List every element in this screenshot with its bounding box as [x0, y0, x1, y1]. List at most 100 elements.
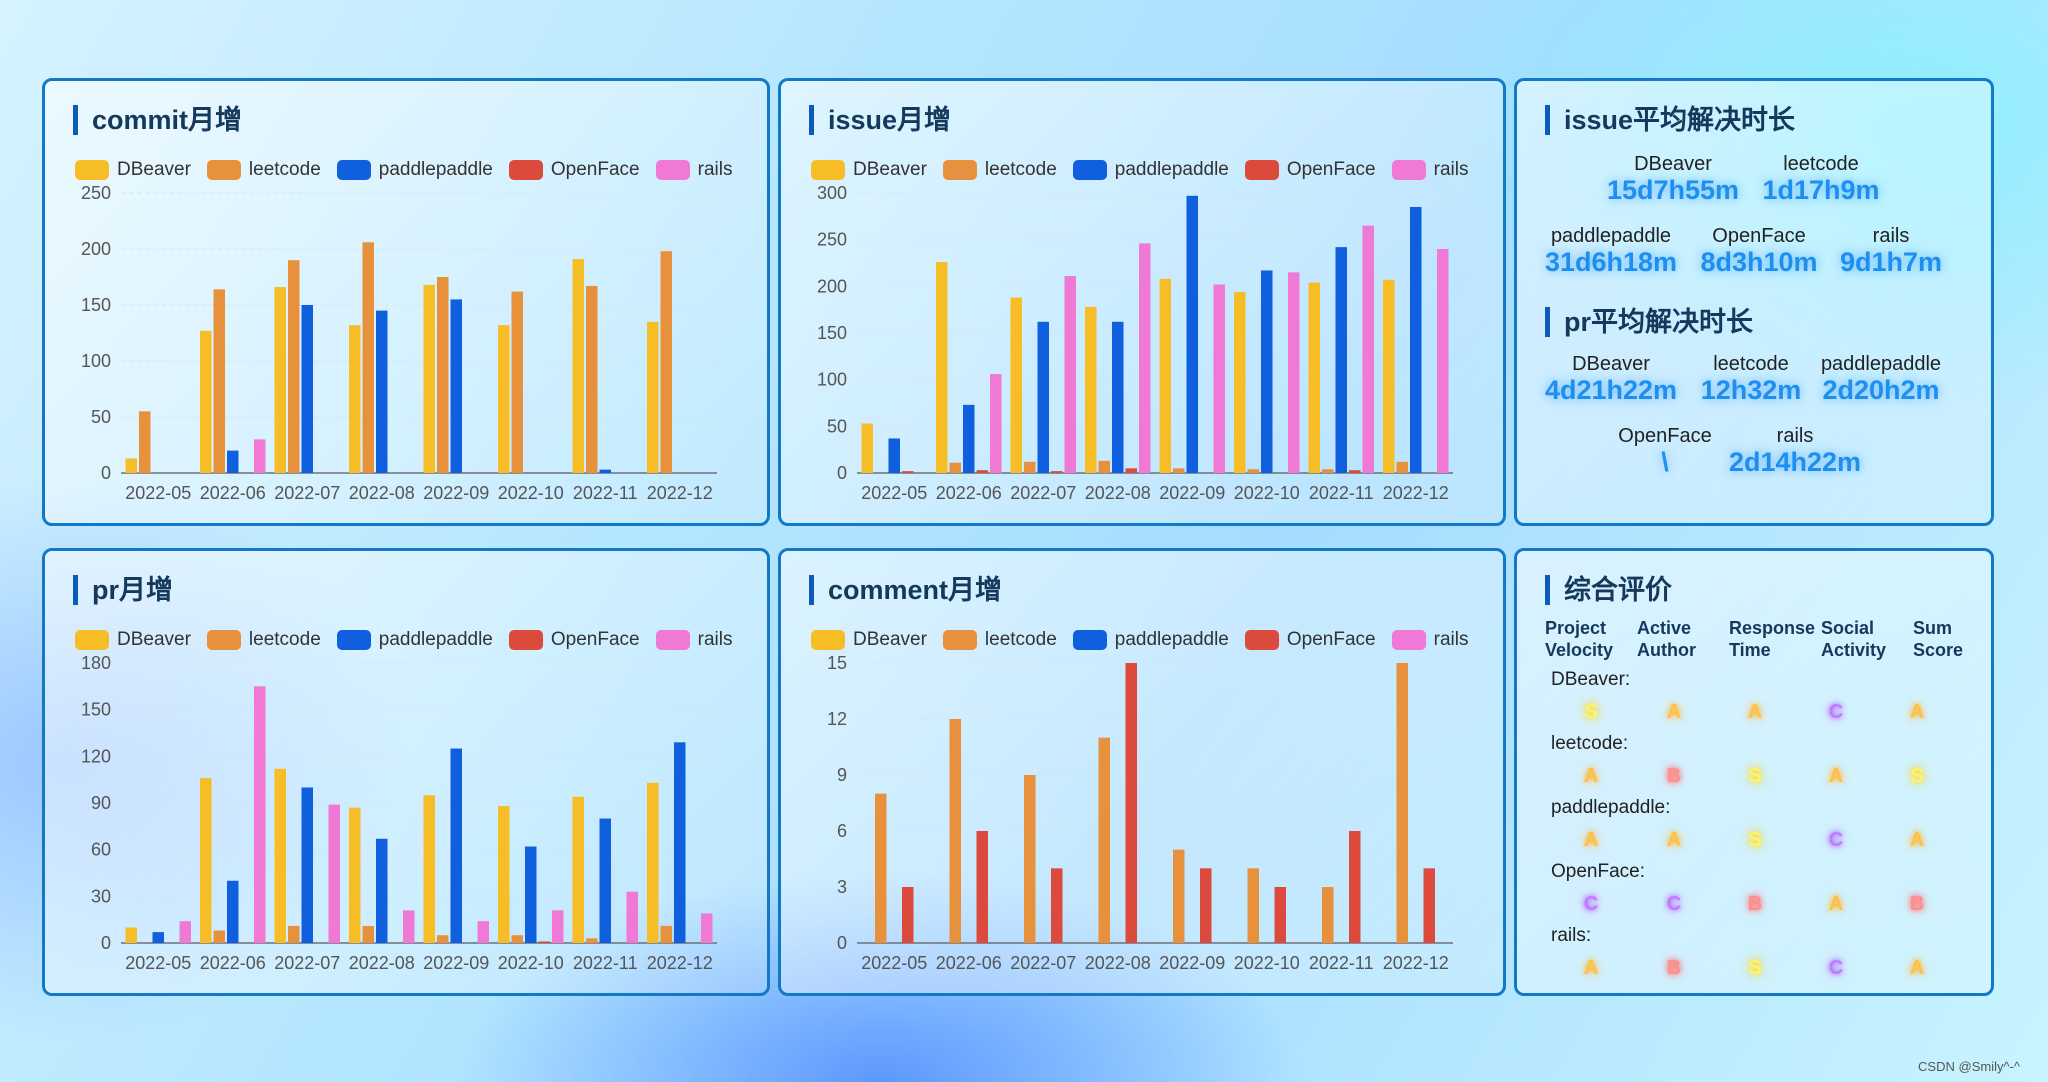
bar-dbeaver-2022-07[interactable]: [274, 768, 287, 943]
bar-leetcode-2022-07[interactable]: [1024, 775, 1036, 943]
bar-paddlepaddle-2022-11[interactable]: [599, 469, 612, 473]
bar-rails-2022-05[interactable]: [179, 921, 192, 943]
bar-leetcode-2022-08[interactable]: [1098, 460, 1111, 473]
bar-rails-2022-09[interactable]: [1213, 284, 1226, 473]
legend-item-leetcode[interactable]: leetcode: [942, 629, 1057, 651]
bar-dbeaver-2022-07[interactable]: [1010, 297, 1023, 473]
bar-dbeaver-2022-11[interactable]: [1308, 282, 1321, 473]
bar-dbeaver-2022-06[interactable]: [936, 262, 948, 473]
bar-paddlepaddle-2022-06[interactable]: [227, 450, 239, 473]
legend-item-rails[interactable]: rails: [655, 159, 732, 181]
bar-leetcode-2022-05[interactable]: [139, 411, 151, 473]
bar-rails-2022-12[interactable]: [701, 913, 713, 943]
bar-paddlepaddle-2022-08[interactable]: [1112, 321, 1124, 473]
bar-leetcode-2022-10[interactable]: [1247, 469, 1260, 473]
bar-openface-2022-07[interactable]: [1051, 471, 1063, 473]
legend-item-rails[interactable]: rails: [1391, 159, 1468, 181]
bar-leetcode-2022-12[interactable]: [1396, 461, 1409, 473]
bar-dbeaver-2022-06[interactable]: [200, 330, 212, 473]
bar-rails-2022-06[interactable]: [990, 374, 1002, 473]
bar-leetcode-2022-08[interactable]: [362, 242, 375, 473]
bar-rails-2022-12[interactable]: [1437, 249, 1449, 473]
bar-dbeaver-2022-09[interactable]: [423, 284, 436, 473]
bar-paddlepaddle-2022-10[interactable]: [525, 846, 537, 943]
bar-rails-2022-07[interactable]: [328, 804, 341, 943]
bar-leetcode-2022-12[interactable]: [1396, 663, 1409, 943]
bar-openface-2022-10[interactable]: [1274, 887, 1287, 943]
bar-paddlepaddle-2022-12[interactable]: [674, 742, 686, 943]
bar-paddlepaddle-2022-07[interactable]: [1037, 321, 1050, 473]
bar-paddlepaddle-2022-11[interactable]: [599, 818, 612, 943]
bar-leetcode-2022-11[interactable]: [586, 938, 598, 943]
bar-openface-2022-08[interactable]: [1125, 468, 1138, 473]
bar-dbeaver-2022-06[interactable]: [200, 778, 212, 943]
bar-openface-2022-11[interactable]: [1349, 470, 1361, 473]
legend-item-paddlepaddle[interactable]: paddlepaddle: [1072, 159, 1229, 181]
bar-dbeaver-2022-05[interactable]: [125, 927, 138, 943]
bar-paddlepaddle-2022-09[interactable]: [450, 299, 463, 473]
bar-paddlepaddle-2022-09[interactable]: [450, 748, 463, 943]
legend-item-dbeaver[interactable]: DBeaver: [811, 159, 927, 181]
legend-item-openface[interactable]: OpenFace: [508, 629, 640, 651]
bar-dbeaver-2022-08[interactable]: [349, 807, 361, 943]
bar-leetcode-2022-10[interactable]: [1247, 868, 1260, 943]
bar-openface-2022-06[interactable]: [976, 831, 989, 943]
bar-rails-2022-08[interactable]: [1139, 243, 1151, 473]
legend-item-leetcode[interactable]: leetcode: [206, 159, 321, 181]
bar-paddlepaddle-2022-12[interactable]: [1410, 207, 1422, 473]
bar-openface-2022-10[interactable]: [538, 941, 551, 943]
bar-openface-2022-06[interactable]: [976, 470, 989, 473]
bar-paddlepaddle-2022-05[interactable]: [152, 932, 165, 943]
bar-leetcode-2022-05[interactable]: [875, 793, 887, 943]
bar-openface-2022-09[interactable]: [1200, 868, 1212, 943]
bar-leetcode-2022-08[interactable]: [362, 925, 375, 943]
bar-leetcode-2022-12[interactable]: [660, 251, 673, 473]
legend-item-openface[interactable]: OpenFace: [1244, 159, 1376, 181]
bar-leetcode-2022-11[interactable]: [586, 285, 598, 473]
bar-leetcode-2022-09[interactable]: [437, 935, 449, 943]
bar-rails-2022-06[interactable]: [254, 439, 266, 473]
bar-rails-2022-11[interactable]: [626, 891, 639, 943]
bar-dbeaver-2022-08[interactable]: [1085, 306, 1097, 473]
bar-leetcode-2022-09[interactable]: [437, 277, 449, 473]
bar-leetcode-2022-06[interactable]: [213, 930, 226, 943]
bar-openface-2022-12[interactable]: [1423, 868, 1436, 943]
bar-leetcode-2022-09[interactable]: [1173, 468, 1185, 473]
bar-leetcode-2022-11[interactable]: [1322, 469, 1334, 473]
bar-dbeaver-2022-11[interactable]: [572, 796, 585, 943]
bar-leetcode-2022-08[interactable]: [1098, 737, 1111, 943]
bar-leetcode-2022-10[interactable]: [511, 935, 524, 943]
legend-item-dbeaver[interactable]: DBeaver: [75, 159, 191, 181]
legend-item-paddlepaddle[interactable]: paddlepaddle: [1072, 629, 1229, 651]
bar-openface-2022-11[interactable]: [1349, 831, 1361, 943]
bar-dbeaver-2022-07[interactable]: [274, 287, 287, 473]
legend-item-paddlepaddle[interactable]: paddlepaddle: [336, 159, 493, 181]
legend-item-paddlepaddle[interactable]: paddlepaddle: [336, 629, 493, 651]
bar-openface-2022-05[interactable]: [902, 471, 914, 473]
bar-dbeaver-2022-12[interactable]: [647, 321, 659, 473]
bar-paddlepaddle-2022-08[interactable]: [376, 838, 388, 943]
bar-paddlepaddle-2022-07[interactable]: [301, 305, 314, 473]
bar-leetcode-2022-06[interactable]: [213, 289, 226, 473]
bar-dbeaver-2022-09[interactable]: [423, 795, 436, 943]
legend-item-leetcode[interactable]: leetcode: [206, 629, 321, 651]
bar-leetcode-2022-06[interactable]: [949, 462, 962, 473]
bar-leetcode-2022-06[interactable]: [949, 719, 962, 943]
legend-item-leetcode[interactable]: leetcode: [942, 159, 1057, 181]
bar-leetcode-2022-12[interactable]: [660, 925, 673, 943]
legend-item-dbeaver[interactable]: DBeaver: [75, 629, 191, 651]
bar-dbeaver-2022-10[interactable]: [1234, 291, 1246, 473]
legend-item-rails[interactable]: rails: [1391, 629, 1468, 651]
legend-item-openface[interactable]: OpenFace: [1244, 629, 1376, 651]
legend-item-rails[interactable]: rails: [655, 629, 732, 651]
bar-paddlepaddle-2022-05[interactable]: [888, 438, 901, 473]
bar-paddlepaddle-2022-08[interactable]: [376, 310, 388, 473]
bar-dbeaver-2022-11[interactable]: [572, 259, 585, 473]
bar-leetcode-2022-07[interactable]: [1024, 461, 1036, 473]
bar-paddlepaddle-2022-09[interactable]: [1186, 195, 1199, 474]
bar-paddlepaddle-2022-10[interactable]: [1261, 270, 1273, 473]
bar-leetcode-2022-10[interactable]: [511, 291, 524, 473]
bar-dbeaver-2022-10[interactable]: [498, 325, 510, 473]
bar-leetcode-2022-07[interactable]: [288, 925, 300, 943]
legend-item-openface[interactable]: OpenFace: [508, 159, 640, 181]
